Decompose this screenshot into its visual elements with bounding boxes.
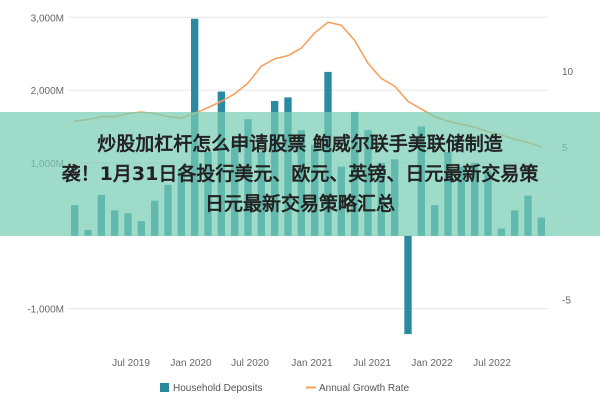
banner-line-2: 袭！1月31日各投行美元、欧元、英镑、日元最新交易策 bbox=[61, 163, 539, 185]
x-tick-6: Jul 2022 bbox=[473, 358, 511, 369]
y-left-tick-0: 3,000M bbox=[31, 13, 64, 24]
banner-line-1: 炒股加杠杆怎么申请股票 鲍威尔联手美联储制造 bbox=[97, 133, 503, 155]
x-tick-4: Jul 2021 bbox=[353, 358, 391, 369]
y-right-tick-0: 10 bbox=[562, 67, 574, 78]
legend-label-0: Household Deposits bbox=[173, 383, 263, 394]
y-left-tick-3: -1,000M bbox=[27, 305, 64, 316]
x-tick-5: Jan 2022 bbox=[411, 358, 453, 369]
overlay-banner[interactable]: 炒股加杠杆怎么申请股票 鲍威尔联手美联储制造 袭！1月31日各投行美元、欧元、英… bbox=[0, 112, 600, 236]
legend-swatch-0 bbox=[160, 383, 169, 392]
banner-line-3: 日元最新交易策略汇总 bbox=[204, 193, 395, 215]
y-right-tick-2: -5 bbox=[562, 295, 571, 306]
x-tick-2: Jul 2020 bbox=[231, 358, 269, 369]
x-tick-3: Jan 2021 bbox=[291, 358, 333, 369]
y-left-tick-1: 2,000M bbox=[31, 86, 64, 97]
legend-label-1: Annual Growth Rate bbox=[319, 383, 409, 394]
x-tick-1: Jan 2020 bbox=[170, 358, 212, 369]
x-tick-0: Jul 2019 bbox=[112, 358, 150, 369]
bar-25 bbox=[404, 235, 412, 335]
